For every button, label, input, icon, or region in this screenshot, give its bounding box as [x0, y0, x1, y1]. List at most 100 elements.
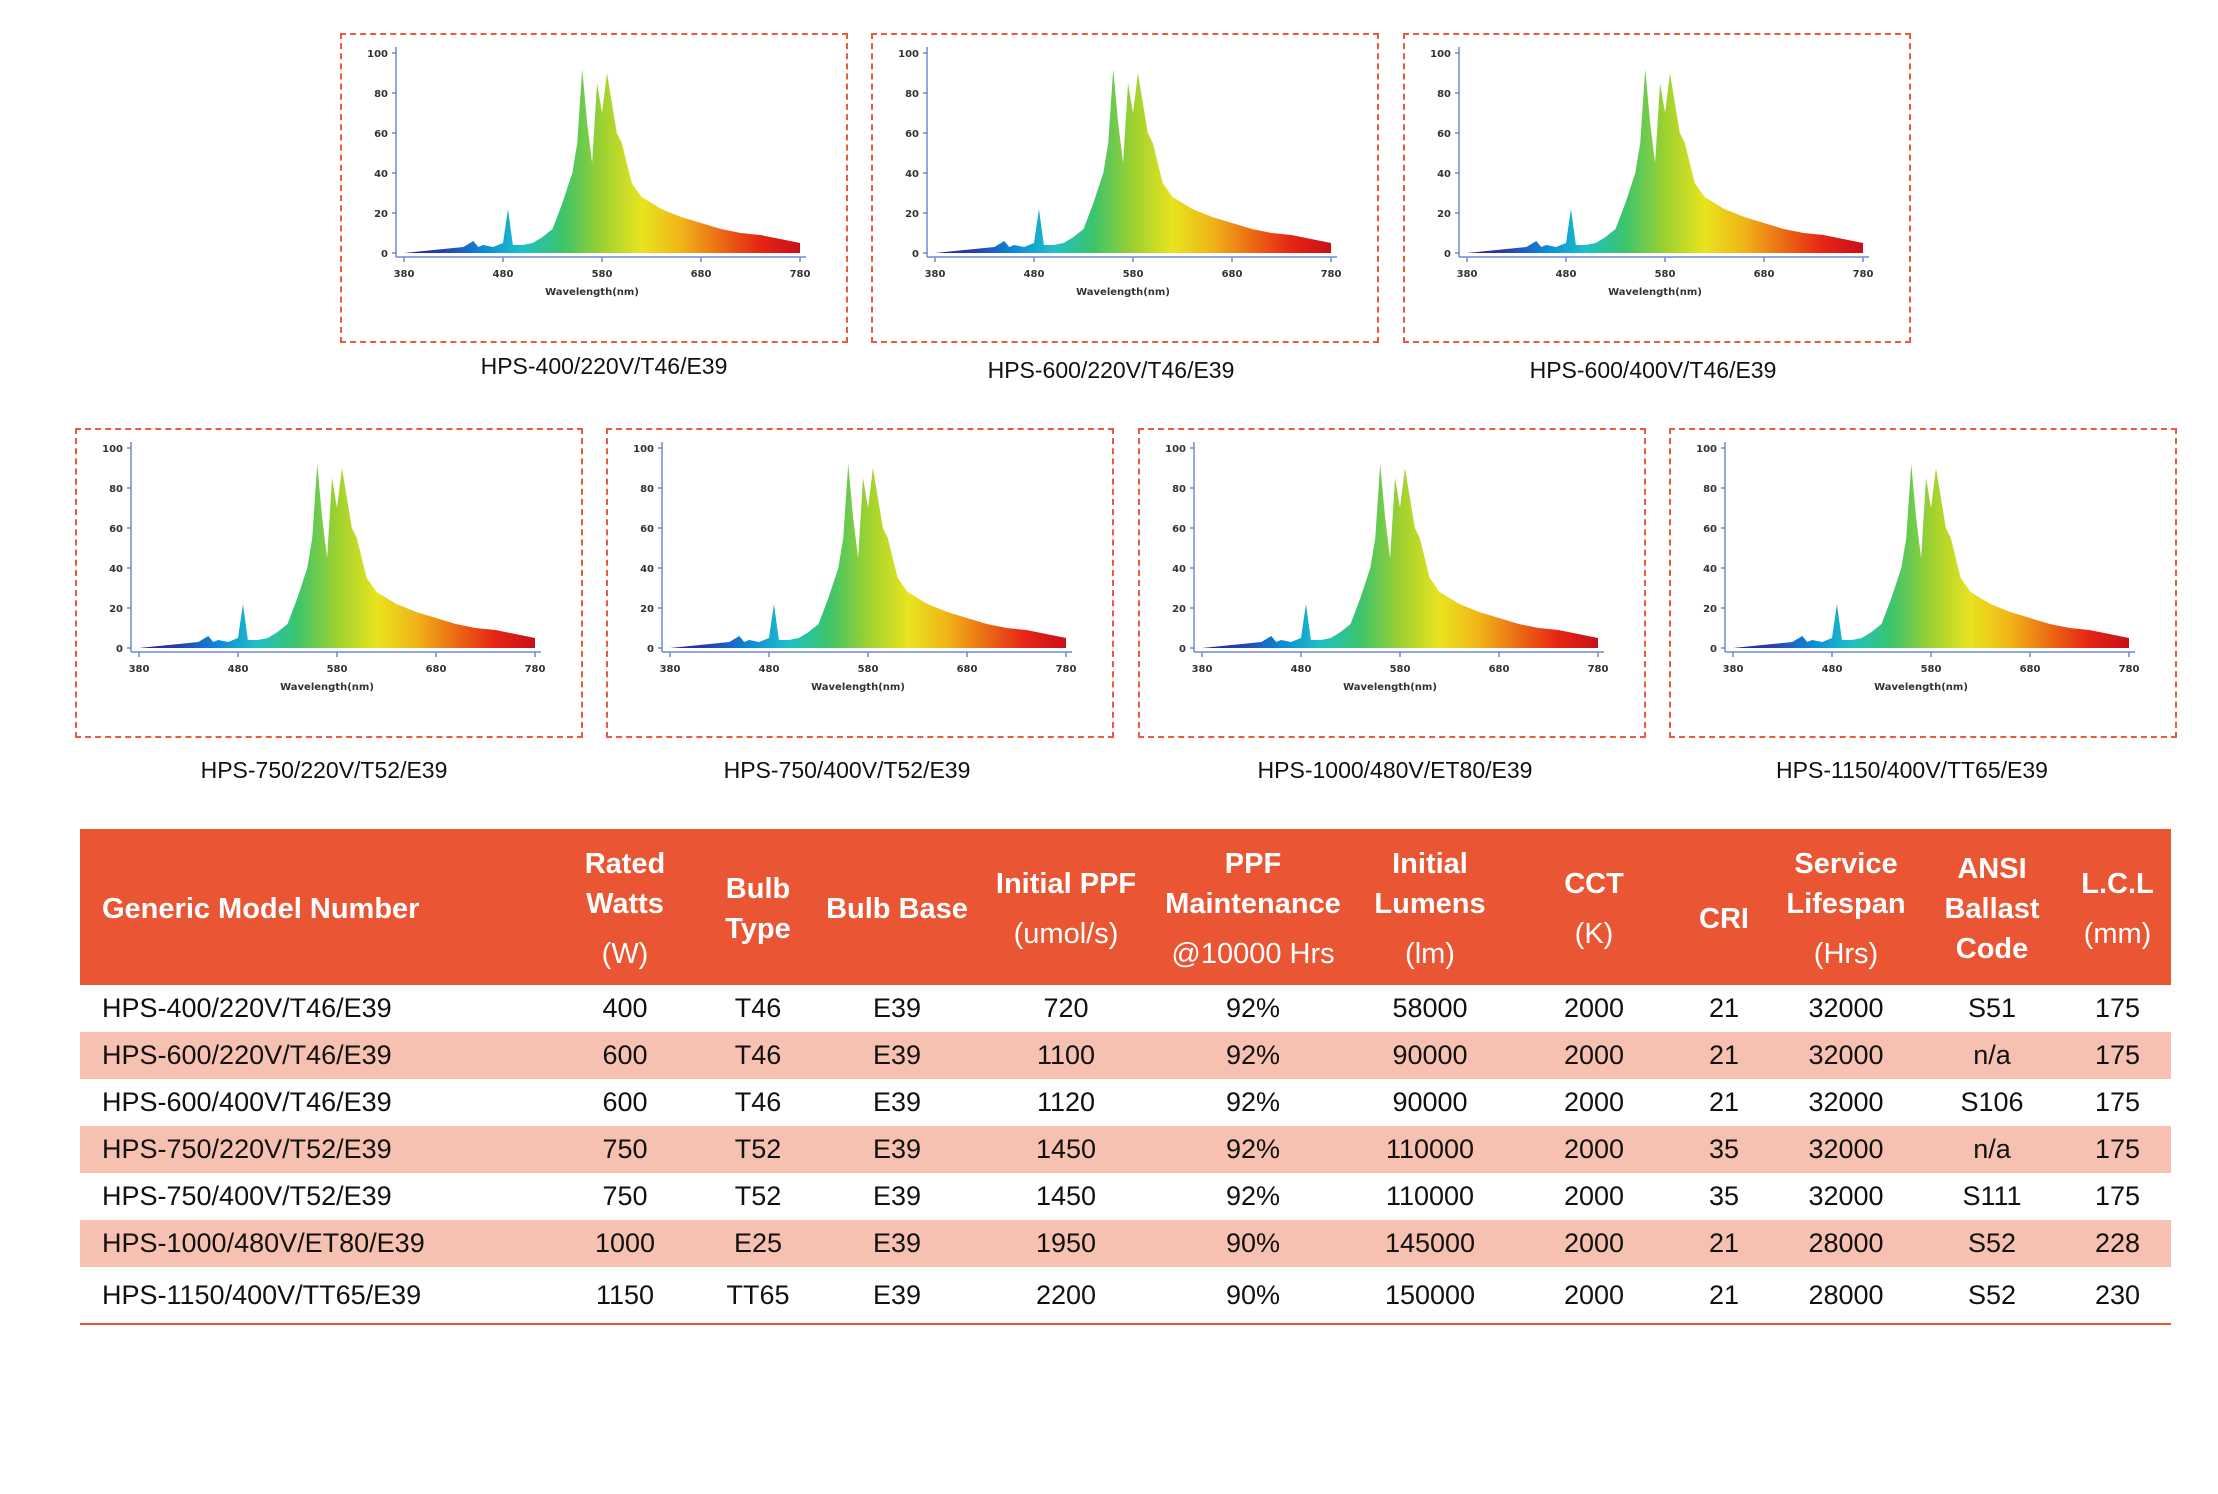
- table-cell: 720: [1043, 993, 1089, 1023]
- x-tick-label: 480: [1024, 269, 1045, 280]
- spectrum-area: [1467, 69, 1863, 253]
- spectrum-area: [404, 69, 800, 253]
- x-tick-label: 480: [1556, 269, 1577, 280]
- spectrum-chart: 100 80 60 40 20 0 380 480 580 680 780 Wavelength(nm…: [340, 33, 848, 343]
- column-header: Bulb Base: [820, 829, 974, 985]
- chart-caption: HPS-400/220V/T46/E39: [480, 353, 728, 379]
- y-tick-label: 80: [109, 484, 123, 495]
- x-tick-label: 580: [858, 664, 879, 675]
- table-cell: 21: [1708, 1087, 1740, 1117]
- x-tick-label: 380: [925, 269, 946, 280]
- x-tick-label: 780: [2119, 664, 2140, 675]
- table-cell: S52: [1920, 1220, 2064, 1267]
- y-tick-label: 100: [1696, 444, 1717, 455]
- table-cell: E39: [820, 1267, 974, 1325]
- y-tick-label: 0: [912, 249, 919, 260]
- table-row: HPS-600/220V/T46/E39 600 T46 E39 1100 92% 9000…: [80, 1032, 2171, 1079]
- y-tick-label: 20: [1703, 604, 1717, 615]
- table-cell: HPS-600/400V/T46/E39: [102, 1087, 392, 1117]
- column-header: Initial Lumens (lm): [1348, 829, 1512, 985]
- table-cell: 145000: [1348, 1220, 1512, 1267]
- table-cell: 21: [1676, 1267, 1772, 1325]
- chart-caption: HPS-750/400V/T52/E39: [723, 757, 971, 783]
- chart-caption: HPS-1000/480V/ET80/E39: [1257, 757, 1533, 783]
- table-cell: 1120: [1036, 1087, 1096, 1117]
- table-cell: TT65: [696, 1267, 820, 1325]
- y-tick-label: 40: [640, 564, 654, 575]
- y-tick-label: 60: [1437, 129, 1451, 140]
- table-row: HPS-1000/480V/ET80/E39 1000 E25 E39 1950 90% 1…: [80, 1220, 2171, 1267]
- x-tick-label: 580: [327, 664, 348, 675]
- y-tick-label: 60: [374, 129, 388, 140]
- x-axis-title: Wavelength(nm): [280, 682, 374, 693]
- x-tick-label: 480: [759, 664, 780, 675]
- column-header: L.C.L (mm): [2064, 829, 2171, 985]
- x-tick-label: 680: [426, 664, 447, 675]
- table-cell: S51: [1967, 993, 2017, 1023]
- table-cell: 92%: [1158, 1126, 1348, 1173]
- x-tick-label: 380: [1457, 269, 1478, 280]
- table-cell: 90%: [1158, 1267, 1348, 1325]
- spectrum-chart: 100 80 60 40 20 0 380 480 580 680 780 Wavelength(nm…: [871, 33, 1379, 343]
- y-tick-label: 60: [109, 524, 123, 535]
- table-cell: 175: [2094, 1087, 2141, 1117]
- table-cell: E39: [872, 1181, 922, 1211]
- spectrum-chart: 100 80 60 40 20 0 380 480 580 680 780 Wavelength(nm…: [75, 428, 583, 738]
- x-tick-label: 380: [1723, 664, 1744, 675]
- table-cell: 110000: [1348, 1126, 1512, 1173]
- x-tick-label: 780: [1321, 269, 1342, 280]
- y-tick-label: 20: [905, 209, 919, 220]
- x-axis-title: Wavelength(nm): [1343, 682, 1437, 693]
- table-row: HPS-1150/400V/TT65/E39 1150 TT65 E39 2200 90%…: [80, 1267, 2171, 1325]
- table-cell: 35: [1708, 1181, 1740, 1211]
- table-cell: 92%: [1225, 993, 1281, 1023]
- spectrum-area: [670, 464, 1066, 648]
- chart-caption: HPS-600/220V/T46/E39: [987, 357, 1235, 383]
- x-axis-title: Wavelength(nm): [1076, 287, 1170, 298]
- y-tick-label: 40: [109, 564, 123, 575]
- y-tick-label: 80: [1172, 484, 1186, 495]
- x-tick-label: 480: [493, 269, 514, 280]
- table-cell: 32000: [1808, 1181, 1884, 1211]
- y-tick-label: 100: [898, 49, 919, 60]
- table-cell: 750: [602, 1181, 648, 1211]
- specification-table: Generic Model Number Rated Watts (W) Bulb…: [80, 829, 2171, 1325]
- table-cell: 28000: [1772, 1267, 1920, 1325]
- y-tick-label: 0: [381, 249, 388, 260]
- table-cell: 1950: [974, 1220, 1158, 1267]
- column-header: CCT (K): [1512, 829, 1676, 985]
- spectrum-area: [1733, 464, 2129, 648]
- column-header: Initial PPF (umol/s): [974, 829, 1158, 985]
- table-cell: T52: [696, 1126, 820, 1173]
- table-header: Generic Model Number Rated Watts (W) Bulb…: [80, 829, 2171, 985]
- x-tick-label: 480: [1822, 664, 1843, 675]
- table-cell: 1450: [974, 1126, 1158, 1173]
- x-tick-label: 680: [1222, 269, 1243, 280]
- spectrum-chart: 100 80 60 40 20 0 380 480 580 680 780 Wavelength(nm…: [1138, 428, 1646, 738]
- spectrum-plot: 100 80 60 40 20 0 380 480 580 680 780 Wavelength(nm…: [367, 47, 811, 298]
- table-row: HPS-750/400V/T52/E39 750 T52 E39 1450 92% 1100…: [80, 1173, 2171, 1220]
- table-cell: S52: [1920, 1267, 2064, 1325]
- table-cell: T46: [734, 993, 782, 1023]
- spectrum-plot: 100 80 60 40 20 0 380 480 580 680 780 Wavelength(nm…: [633, 442, 1076, 693]
- y-tick-label: 20: [109, 604, 123, 615]
- chart-caption: HPS-600/400V/T46/E39: [1529, 357, 1777, 383]
- column-header: Bulb Type: [696, 829, 820, 985]
- column-header: Service Lifespan (Hrs): [1772, 829, 1920, 985]
- table-cell: 228: [2064, 1220, 2171, 1267]
- table-cell: 230: [2064, 1267, 2171, 1325]
- spectrum-area: [935, 69, 1331, 253]
- table-cell: HPS-1150/400V/TT65/E39: [80, 1267, 554, 1325]
- column-header: Rated Watts (W): [554, 829, 696, 985]
- y-tick-label: 100: [1165, 444, 1186, 455]
- y-tick-label: 20: [374, 209, 388, 220]
- y-tick-label: 0: [116, 644, 123, 655]
- spectrum-chart: 100 80 60 40 20 0 380 480 580 680 780 Wavelength(nm…: [1403, 33, 1911, 343]
- table-cell: T52: [734, 1181, 782, 1211]
- x-axis-title: Wavelength(nm): [545, 287, 639, 298]
- y-tick-label: 80: [374, 89, 388, 100]
- table-cell: HPS-750/220V/T52/E39: [80, 1126, 554, 1173]
- y-tick-label: 0: [1710, 644, 1717, 655]
- table-cell: 32000: [1808, 1087, 1884, 1117]
- x-tick-label: 780: [790, 269, 811, 280]
